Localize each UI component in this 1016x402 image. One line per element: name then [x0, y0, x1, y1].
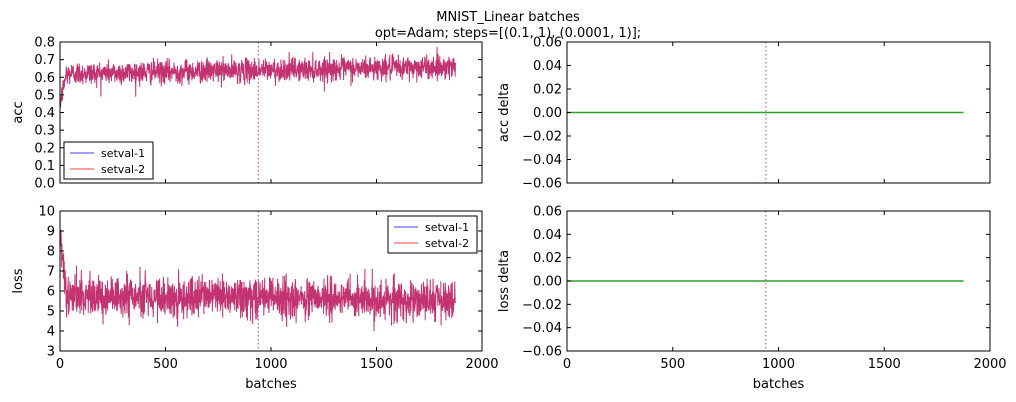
y-axis-label: loss delta — [497, 250, 512, 312]
legend-label-setval-1: setval-1 — [101, 147, 145, 160]
y-tick-label: 0.06 — [533, 36, 562, 51]
legend-box — [387, 215, 478, 254]
y-tick-label: 8 — [47, 245, 55, 260]
y-tick-label: −0.04 — [522, 153, 562, 168]
figure-title-line1: MNIST_Linear batches — [436, 10, 580, 25]
y-tick-label: 0.4 — [34, 106, 55, 121]
y-tick-label: 0.04 — [533, 228, 562, 243]
y-axis-label: acc delta — [497, 83, 512, 142]
y-tick-label: 0.00 — [533, 106, 562, 121]
x-axis-label: batches — [245, 377, 297, 392]
legend-label-setval-2: setval-2 — [425, 237, 469, 250]
legend-label-setval-2: setval-2 — [101, 163, 145, 176]
panel-loss-delta: −0.06 −0.04 −0.02 0.00 0.02 0.04 0.06 0 500 1000 1… — [497, 205, 1007, 393]
y-tick-label: 0.1 — [34, 159, 55, 174]
y-tick-label: −0.02 — [522, 130, 562, 145]
plot-area — [60, 42, 456, 183]
y-tick-label: 0.02 — [533, 251, 562, 266]
plot-area — [60, 211, 456, 351]
y-tick-label: 0.5 — [34, 88, 55, 103]
y-tick-label: 6 — [47, 285, 55, 300]
y-tick-label: −0.06 — [522, 345, 562, 360]
legend: setval-1 setval-2 — [63, 141, 154, 180]
y-tick-label: 0.0 — [34, 177, 55, 192]
chart-panels: 0.00.10.20.30.40.50.60.70.8accsetval-1se… — [11, 36, 1007, 393]
y-tick-label: 0.02 — [533, 83, 562, 98]
y-tick-label: −0.02 — [522, 298, 562, 313]
y-tick-label: −0.04 — [522, 321, 562, 336]
y-tick-label: −0.06 — [522, 177, 562, 192]
x-tick-label: 0 — [56, 357, 64, 372]
series-line-overlap — [60, 229, 456, 332]
y-tick-label: 3 — [47, 345, 55, 360]
x-axis-label: batches — [753, 377, 805, 392]
x-tick-label: 1000 — [254, 357, 287, 372]
y-axis-label: loss — [11, 268, 26, 293]
y-tick-label: 0.04 — [533, 59, 562, 74]
y-tick-label: 0.06 — [533, 205, 562, 220]
plot-area — [567, 42, 964, 183]
y-tick-label: 7 — [47, 265, 55, 280]
y-tick-label: 0.3 — [34, 124, 55, 139]
x-tick-label: 1500 — [360, 357, 393, 372]
panel-loss: 3 4 5 6 7 8 9 10 0 500 1000 1500 2000 loss batches setv… — [11, 205, 499, 393]
x-tick-label: 500 — [660, 357, 685, 372]
x-tick-label: 1500 — [868, 357, 901, 372]
legend-box — [63, 141, 154, 180]
legend: setval-1 setval-2 — [387, 215, 478, 254]
plot-area — [567, 211, 964, 351]
y-tick-label: 0.7 — [34, 53, 55, 68]
y-tick-label: 0.2 — [34, 141, 55, 156]
x-tick-label: 500 — [153, 357, 178, 372]
y-tick-label: 4 — [47, 325, 55, 340]
x-tick-label: 2000 — [973, 357, 1006, 372]
x-tick-label: 2000 — [465, 357, 498, 372]
y-axis-label: acc — [11, 101, 26, 123]
legend-label-setval-1: setval-1 — [425, 221, 469, 234]
y-tick-label: 9 — [47, 225, 55, 240]
y-tick-label: 5 — [47, 305, 55, 320]
figure-title-line2: opt=Adam; steps=[(0.1, 1), (0.0001, 1)]; — [375, 26, 641, 41]
x-tick-label: 0 — [563, 357, 571, 372]
series-line-overlap — [60, 47, 456, 108]
panel-acc: 0.00.10.20.30.40.50.60.70.8accsetval-1se… — [11, 36, 483, 192]
y-tick-label: 10 — [38, 205, 55, 220]
y-tick-label: 0.00 — [533, 275, 562, 290]
y-tick-label: 0.8 — [34, 36, 55, 51]
x-tick-label: 1000 — [762, 357, 795, 372]
panel-acc-delta: −0.06 −0.04 −0.02 0.00 0.02 0.04 0.06 acc delta — [497, 36, 991, 192]
y-tick-label: 0.6 — [34, 71, 55, 86]
